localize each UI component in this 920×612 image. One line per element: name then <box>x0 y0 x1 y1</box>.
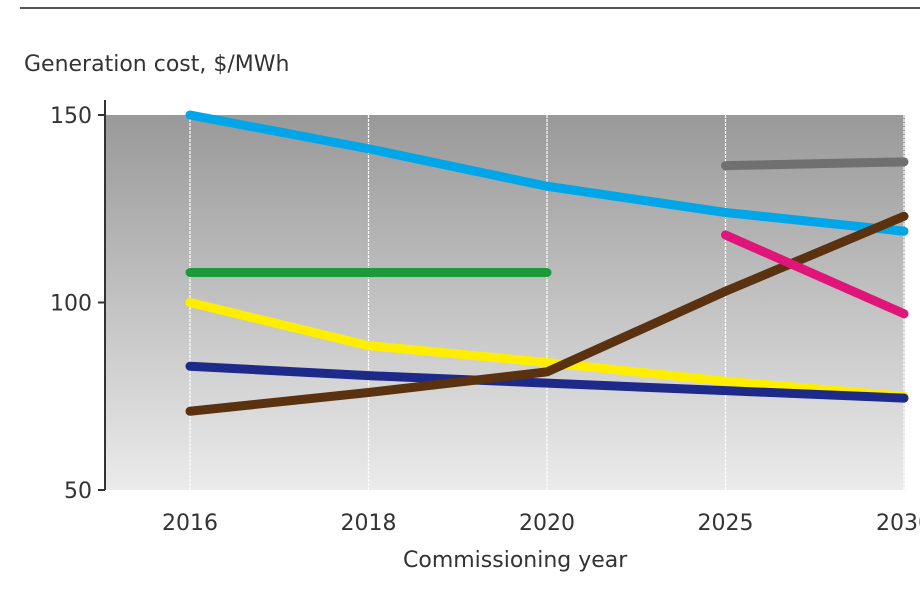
plot-area <box>105 115 905 490</box>
y-tick-label: 100 <box>50 292 92 317</box>
series-line-0 <box>185 110 909 236</box>
y-tick-label: 50 <box>64 479 92 504</box>
series-line-3 <box>185 361 909 403</box>
x-axis-label: Commissioning year <box>403 548 628 573</box>
series-line-6 <box>721 230 909 319</box>
y-axis-label: Generation cost, $/MWh <box>24 52 290 77</box>
series-line-5 <box>721 157 909 171</box>
x-tick-label: 2020 <box>519 511 575 536</box>
series-line-4 <box>185 211 909 416</box>
x-tick-label: 2025 <box>698 511 754 536</box>
y-tick-label: 150 <box>50 104 92 129</box>
x-tick-label: 2016 <box>162 511 218 536</box>
x-tick-label: 2018 <box>341 511 397 536</box>
top-rule <box>20 7 920 9</box>
x-tick-label: 2030 <box>876 511 920 536</box>
series-line-2 <box>185 298 909 401</box>
